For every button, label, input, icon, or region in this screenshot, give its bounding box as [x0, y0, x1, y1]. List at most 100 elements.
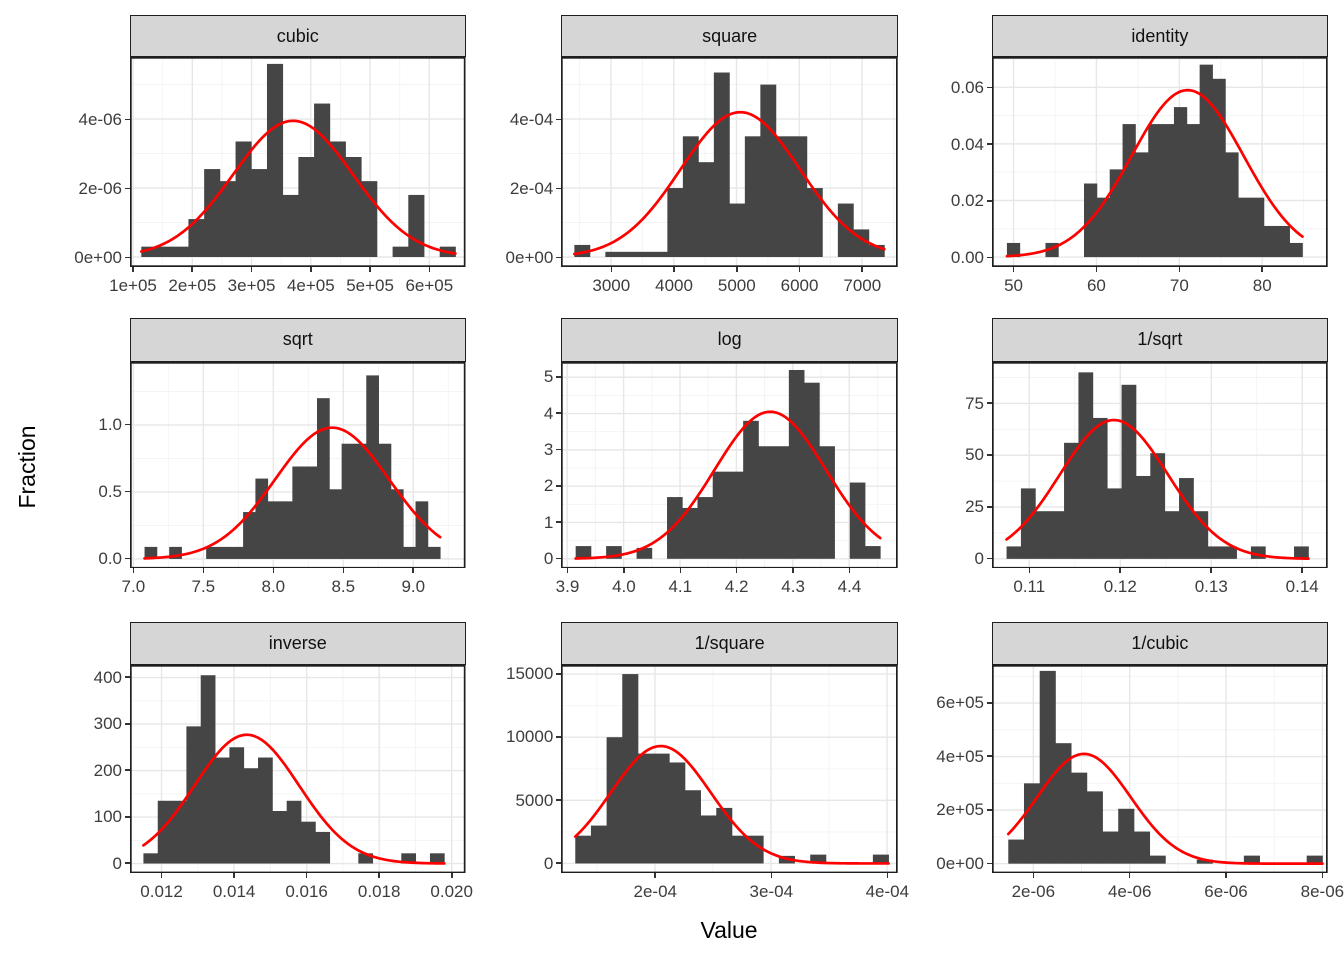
y-tick-label: 4e+05	[936, 746, 984, 766]
x-tick-mark	[272, 568, 275, 574]
x-tick-label: 6e-06	[1204, 882, 1248, 901]
y-tick-label: 100	[93, 807, 122, 827]
histogram-bar	[1102, 831, 1119, 864]
x-tick-label: 8e-06	[1300, 882, 1344, 901]
facet-strip-log: log	[561, 318, 898, 362]
facet-strip-1-sqrt: 1/sqrt	[992, 318, 1328, 362]
histogram-bar	[358, 852, 374, 864]
histogram-bar	[636, 547, 653, 559]
y-tick-label: 2	[543, 476, 554, 496]
histogram-bar	[157, 800, 173, 864]
histogram-bar	[1055, 742, 1072, 864]
histogram-bar	[819, 445, 836, 559]
histogram-bar	[188, 219, 205, 258]
x-tick-mark	[310, 267, 312, 273]
y-tick-label: 2e+05	[936, 800, 984, 820]
histogram-bar	[1078, 372, 1094, 559]
x-tick-label: 7.5	[191, 577, 216, 597]
y-tick-mark	[987, 557, 992, 560]
strip-title-log: log	[717, 329, 742, 350]
histogram-bar	[286, 800, 302, 864]
y-tick-mark	[125, 862, 130, 865]
y-tick-label: 0.5	[98, 482, 122, 502]
y-tick-mark	[125, 815, 130, 818]
panel-border	[130, 664, 466, 873]
histogram-bar	[773, 445, 790, 559]
facet-panel-1-square	[561, 664, 898, 873]
histogram-bar	[700, 815, 717, 864]
y-tick-label: 5000	[515, 790, 554, 810]
x-tick-label: 70	[1169, 276, 1189, 296]
x-tick-label: 0.016	[285, 882, 328, 901]
histogram-bar	[1251, 197, 1265, 258]
x-tick-label: 5e+05	[346, 276, 394, 296]
histogram-bar	[1199, 64, 1213, 258]
x-tick-label: 2e+05	[168, 276, 217, 296]
histogram-bar	[329, 488, 343, 559]
histogram-bar	[316, 397, 330, 559]
histogram-bar	[1133, 831, 1151, 864]
strip-title-identity: identity	[1131, 25, 1189, 46]
strip-title-square: square	[702, 25, 758, 46]
x-tick-mark	[450, 873, 453, 878]
x-tick-mark	[1321, 873, 1324, 878]
histogram-bar	[429, 852, 445, 864]
x-tick-label: 8.0	[261, 577, 286, 597]
histogram-bar	[1263, 226, 1278, 258]
x-tick-mark	[1178, 267, 1181, 273]
histogram-bar	[1006, 243, 1021, 258]
x-tick-label: 1e+05	[109, 276, 157, 296]
histogram-bar	[1020, 488, 1036, 559]
histogram-bar	[267, 501, 281, 559]
histogram-bar	[243, 767, 259, 864]
histogram-bar	[807, 188, 824, 258]
facet-panel-inverse	[130, 664, 466, 873]
histogram-bar	[206, 546, 219, 559]
histogram-bar	[1096, 197, 1111, 258]
histogram-bar	[280, 501, 293, 559]
y-tick-label: 200	[93, 760, 122, 780]
histogram-bar	[255, 478, 269, 559]
density-curve	[1005, 418, 1310, 560]
histogram-bar	[1238, 197, 1252, 258]
histogram-bar	[1164, 510, 1180, 559]
density-curve	[142, 733, 446, 865]
y-tick-mark	[556, 862, 562, 864]
histogram-bar	[1135, 475, 1151, 559]
histogram-bar	[1107, 488, 1122, 559]
x-tick-mark	[770, 873, 773, 878]
x-tick-mark	[250, 267, 253, 273]
histogram-bar	[838, 203, 855, 258]
x-tick-mark	[1301, 568, 1304, 574]
histogram-bar	[789, 369, 805, 559]
x-tick-label: 3000	[592, 276, 631, 296]
histogram-bar	[304, 466, 318, 559]
facet-strip-1-square: 1/square	[561, 622, 898, 665]
facet-strip-cubic: cubic	[130, 15, 466, 58]
histogram-bar	[1186, 124, 1201, 258]
histogram-bar	[1071, 772, 1088, 864]
strip-title-cubic: cubic	[276, 25, 319, 46]
x-tick-label: 3e-04	[749, 882, 794, 901]
histogram-bar	[235, 141, 252, 258]
histogram-bar	[329, 141, 346, 258]
histogram-bar	[697, 496, 714, 559]
histogram-bar	[204, 169, 221, 258]
histogram-bar	[667, 188, 684, 258]
y-tick-mark	[556, 118, 562, 121]
x-tick-mark	[1225, 873, 1227, 878]
histogram-bar	[1049, 510, 1065, 559]
histogram-bar	[776, 136, 793, 258]
x-tick-mark	[654, 873, 657, 878]
histogram-bar	[266, 64, 284, 258]
histogram-bar	[1122, 124, 1136, 258]
facet-panel-sqrt	[130, 361, 466, 569]
histogram-bar	[1039, 670, 1056, 864]
x-tick-label: 0.14	[1285, 577, 1319, 597]
y-tick-mark	[125, 490, 130, 493]
y-tick-mark	[556, 799, 562, 801]
y-tick-mark	[125, 423, 130, 426]
histogram-bar	[1306, 855, 1323, 864]
y-tick-mark	[125, 557, 130, 560]
panel-border	[561, 361, 898, 569]
